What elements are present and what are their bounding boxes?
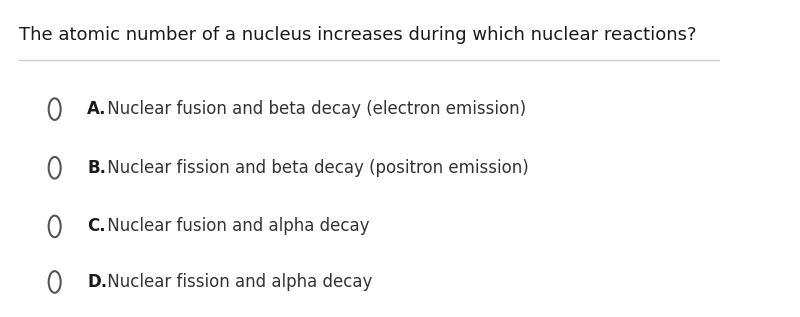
Text: Nuclear fusion and beta decay (electron emission): Nuclear fusion and beta decay (electron … (102, 100, 526, 118)
Text: The atomic number of a nucleus increases during which nuclear reactions?: The atomic number of a nucleus increases… (18, 26, 696, 44)
Text: Nuclear fission and alpha decay: Nuclear fission and alpha decay (102, 273, 372, 291)
Text: Nuclear fusion and alpha decay: Nuclear fusion and alpha decay (102, 217, 369, 236)
Text: D.: D. (87, 273, 107, 291)
Text: B.: B. (87, 159, 106, 177)
Text: A.: A. (87, 100, 106, 118)
Text: Nuclear fission and beta decay (positron emission): Nuclear fission and beta decay (positron… (102, 159, 528, 177)
Text: C.: C. (87, 217, 106, 236)
